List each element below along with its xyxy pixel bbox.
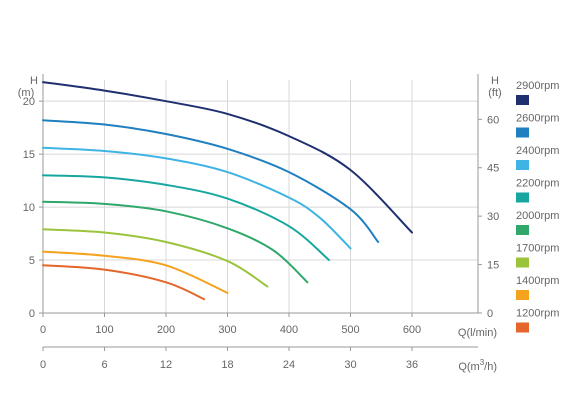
y-right-tick-label-4: 60 [487,114,499,126]
series-line-1400rpm [42,250,229,294]
x-primary-axis-title: Q(l/min) [458,327,497,339]
x-primary-tick-label-6: 600 [403,324,421,336]
legend-swatch-1200rpm [516,322,529,333]
y-right-tick-label-3: 45 [487,163,499,175]
legend-label-1200rpm: 1200rpm [516,308,559,320]
x-secondary-tick-label-3: 18 [221,359,233,371]
x-secondary-tick-label-5: 30 [344,359,356,371]
y-right-tick-label-1: 15 [487,260,499,272]
legend-label-1400rpm: 1400rpm [516,275,559,287]
x-primary-tick-label-4: 400 [280,324,298,336]
series-line-2400rpm [42,146,352,250]
x-primary-tick-label-1: 100 [95,324,113,336]
legend-swatch-2600rpm [516,127,529,138]
y-left-tick-label-3: 15 [23,149,35,161]
y-right-tick-label-0: 0 [487,308,493,320]
y-right-tick-label-2: 30 [487,211,499,223]
series-line-1200rpm [42,264,206,301]
y-left-tick-label-1: 5 [29,255,35,267]
x-secondary-axis-title: Q(m3/h) [458,358,497,373]
x-secondary-axis-title-base: Q(m [458,361,479,373]
x-primary-tick-label-0: 0 [40,324,46,336]
legend-swatch-2400rpm [516,160,529,170]
legend-swatch-2900rpm [516,95,529,105]
legend-label-2600rpm: 2600rpm [516,113,559,125]
series-line-2900rpm [42,81,413,234]
legend-label-2900rpm: 2900rpm [516,80,559,92]
y-right-axis-title: H [491,75,499,87]
legend-swatch-2200rpm [516,192,529,203]
legend-swatch-2000rpm [516,225,529,235]
y-left-axis-unit: (m) [18,87,35,99]
y-left-axis-title: H [30,75,38,87]
axes [42,74,479,348]
gridlines [43,80,478,313]
x-secondary-tick-label-1: 6 [101,359,107,371]
legend-swatch-1400rpm [516,290,529,300]
x-secondary-axis-title-sup: 3 [480,358,485,367]
y-right-axis-unit: (ft) [488,87,501,99]
y-left-tick-label-0: 0 [29,308,35,320]
series-line-2200rpm [42,174,330,261]
legend-label-2400rpm: 2400rpm [516,145,559,157]
legend-label-2200rpm: 2200rpm [516,178,559,190]
series-line-2000rpm [42,200,309,284]
legend-label-1700rpm: 1700rpm [516,243,559,255]
x-primary-tick-label-2: 200 [157,324,175,336]
legend-label-2000rpm: 2000rpm [516,210,559,222]
x-primary-tick-label-3: 300 [218,324,236,336]
series-line-2600rpm [42,119,380,243]
y-left-tick-label-4: 20 [23,96,35,108]
legend-swatch-1700rpm [516,257,529,268]
x-secondary-tick-label-4: 24 [283,359,295,371]
series-lines [42,81,413,301]
series-line-1700rpm [42,228,269,288]
x-secondary-tick-label-6: 36 [406,359,418,371]
y-left-tick-label-2: 10 [23,202,35,214]
x-secondary-tick-label-2: 12 [160,359,172,371]
x-primary-tick-label-5: 500 [341,324,359,336]
x-secondary-tick-label-0: 0 [40,359,46,371]
x-secondary-axis-title-tail: /h) [484,361,497,373]
legend: 2900rpm 2600rpm 2400rpm 2200rpm 2000rpm 1700r… [516,80,559,333]
